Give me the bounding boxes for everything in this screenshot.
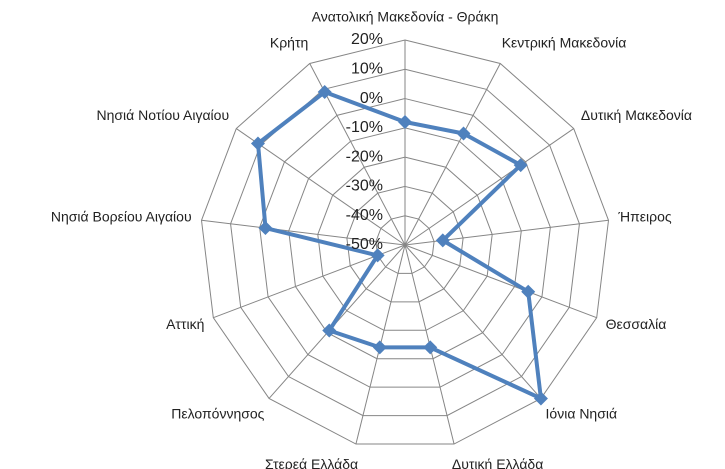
marker [372, 340, 387, 355]
grid-ring [317, 156, 493, 331]
marker [258, 221, 273, 236]
series-line [256, 90, 543, 401]
marker [322, 323, 337, 338]
category-label: Θεσσαλία [606, 316, 667, 332]
category-label: Αττική [166, 316, 204, 332]
grid-ring [375, 215, 435, 274]
category-label: Ανατολική Μακεδονία - Θράκη [312, 9, 499, 25]
grid-ring [230, 68, 580, 417]
spoke [404, 128, 574, 246]
tick-label: 0% [360, 90, 383, 107]
category-label: Νησιά Νοτίου Αιγαίου [96, 107, 229, 123]
spoke [201, 219, 406, 246]
category-label: Δυτική Ελλάδα [452, 456, 543, 469]
tick-label: -20% [346, 148, 383, 165]
marker [423, 340, 438, 355]
category-label: Ιόνια Νησιά [546, 406, 618, 422]
tick-label: -40% [346, 207, 383, 224]
tick-label: 20% [351, 31, 383, 48]
marker [317, 85, 332, 100]
spoke [404, 244, 597, 319]
category-label: Κρήτη [270, 35, 308, 51]
marker [370, 248, 385, 263]
spoke [236, 128, 406, 246]
category-label: Στερεά Ελλάδα [265, 456, 358, 469]
marker [513, 158, 528, 173]
grid-ring [346, 185, 464, 303]
marker [533, 391, 548, 406]
category-label: Κεντρική Μακεδονία [502, 35, 627, 51]
marker [250, 136, 265, 151]
tick-label: 10% [351, 61, 383, 78]
spoke [404, 63, 501, 246]
marker [456, 126, 471, 141]
tick-label: -30% [346, 178, 383, 195]
tick-label: -10% [346, 119, 383, 136]
marker [398, 115, 412, 129]
category-label: Πελοπόννησος [171, 406, 264, 422]
grid-ring [288, 127, 522, 360]
category-label: Δυτική Μακεδονία [581, 107, 692, 123]
spoke [404, 244, 542, 399]
marker [435, 233, 450, 248]
tick-label: -50% [346, 236, 383, 253]
grid-ring [259, 98, 551, 388]
category-label: Νησιά Βορείου Αιγαίου [51, 208, 192, 224]
grid-ring [200, 39, 610, 445]
category-label: Ήπειρος [617, 208, 671, 224]
marker [521, 284, 536, 299]
